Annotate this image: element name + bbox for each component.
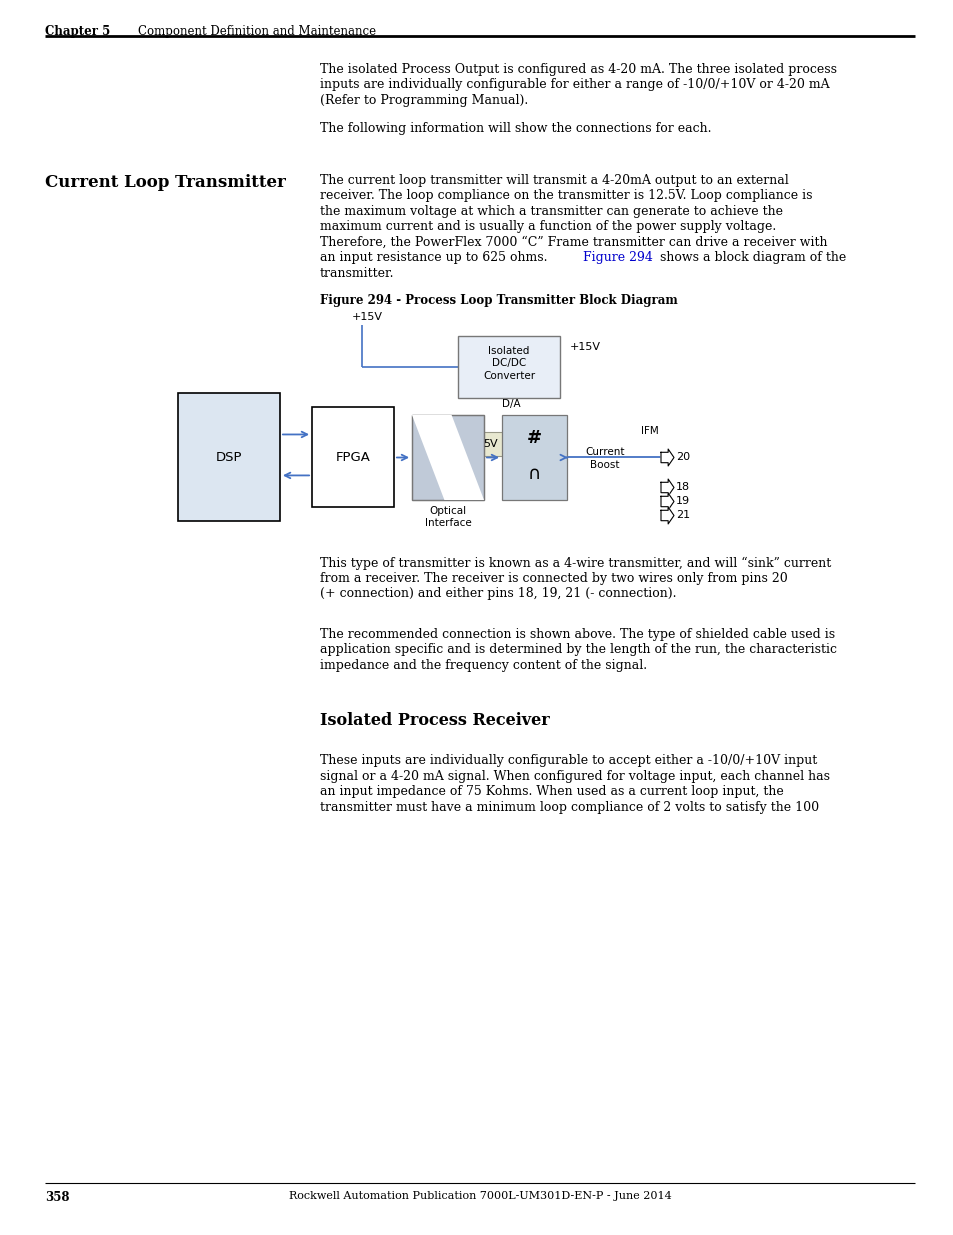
Text: 358: 358 bbox=[45, 1191, 70, 1204]
Text: 18: 18 bbox=[676, 483, 689, 493]
Text: from a receiver. The receiver is connected by two wires only from pins 20: from a receiver. The receiver is connect… bbox=[319, 572, 787, 585]
Text: Figure 294: Figure 294 bbox=[582, 252, 652, 264]
Text: 21: 21 bbox=[676, 510, 689, 520]
Text: The isolated Process Output is configured as 4-20 mA. The three isolated process: The isolated Process Output is configure… bbox=[319, 63, 836, 77]
Text: These inputs are individually configurable to accept either a -10/0/+10V input: These inputs are individually configurab… bbox=[319, 755, 817, 767]
Text: maximum current and is usually a function of the power supply voltage.: maximum current and is usually a functio… bbox=[319, 221, 776, 233]
Text: FPGA: FPGA bbox=[335, 451, 370, 464]
Bar bbox=[312, 408, 394, 508]
Text: Figure 294 - Process Loop Transmitter Block Diagram: Figure 294 - Process Loop Transmitter Bl… bbox=[319, 294, 677, 308]
Text: The recommended connection is shown above. The type of shielded cable used is: The recommended connection is shown abov… bbox=[319, 629, 834, 641]
Text: Current
Boost: Current Boost bbox=[584, 447, 624, 469]
Text: the maximum voltage at which a transmitter can generate to achieve the: the maximum voltage at which a transmitt… bbox=[319, 205, 782, 219]
Text: (Refer to Programming Manual).: (Refer to Programming Manual). bbox=[319, 94, 528, 107]
Text: 20: 20 bbox=[676, 452, 689, 462]
Bar bbox=[412, 415, 483, 500]
Text: an input resistance up to 625 ohms.: an input resistance up to 625 ohms. bbox=[319, 252, 551, 264]
Text: Chapter 5: Chapter 5 bbox=[45, 25, 111, 38]
Text: Current Loop Transmitter: Current Loop Transmitter bbox=[45, 174, 286, 191]
Text: This type of transmitter is known as a 4-wire transmitter, and will “sink” curre: This type of transmitter is known as a 4… bbox=[319, 557, 830, 569]
Text: shows a block diagram of the: shows a block diagram of the bbox=[655, 252, 845, 264]
Text: Component Definition and Maintenance: Component Definition and Maintenance bbox=[138, 25, 375, 38]
Bar bbox=[457, 336, 559, 399]
Text: Optical
Interface: Optical Interface bbox=[424, 506, 471, 529]
Text: Therefore, the PowerFlex 7000 “C” Frame transmitter can drive a receiver with: Therefore, the PowerFlex 7000 “C” Frame … bbox=[319, 236, 826, 249]
Text: D/A: D/A bbox=[501, 399, 520, 409]
Text: The following information will show the connections for each.: The following information will show the … bbox=[319, 122, 711, 135]
Bar bbox=[412, 415, 483, 500]
Text: #: # bbox=[526, 429, 541, 447]
Text: +15V: +15V bbox=[352, 312, 382, 322]
Polygon shape bbox=[412, 415, 483, 500]
Text: IFM: IFM bbox=[640, 426, 659, 436]
Polygon shape bbox=[660, 450, 673, 466]
Text: DSP: DSP bbox=[215, 451, 242, 464]
Bar bbox=[468, 432, 512, 457]
Bar bbox=[501, 415, 566, 500]
Text: signal or a 4-20 mA signal. When configured for voltage input, each channel has: signal or a 4-20 mA signal. When configu… bbox=[319, 769, 829, 783]
Polygon shape bbox=[660, 493, 673, 510]
Text: Isolated Process Receiver: Isolated Process Receiver bbox=[319, 713, 549, 730]
Text: transmitter.: transmitter. bbox=[319, 267, 395, 280]
Text: transmitter must have a minimum loop compliance of 2 volts to satisfy the 100: transmitter must have a minimum loop com… bbox=[319, 802, 819, 814]
Text: impedance and the frequency content of the signal.: impedance and the frequency content of t… bbox=[319, 659, 646, 672]
Text: receiver. The loop compliance on the transmitter is 12.5V. Loop compliance is: receiver. The loop compliance on the tra… bbox=[319, 189, 812, 203]
Text: application specific and is determined by the length of the run, the characteris: application specific and is determined b… bbox=[319, 643, 836, 657]
Text: inputs are individually configurable for either a range of -10/0/+10V or 4-20 mA: inputs are individually configurable for… bbox=[319, 79, 829, 91]
Text: The current loop transmitter will transmit a 4-20mA output to an external: The current loop transmitter will transm… bbox=[319, 174, 788, 186]
Polygon shape bbox=[660, 508, 673, 524]
Text: ∩: ∩ bbox=[527, 466, 540, 483]
Text: Isolated
DC/DC
Converter: Isolated DC/DC Converter bbox=[482, 346, 535, 380]
Text: +15V: +15V bbox=[569, 342, 600, 352]
Bar bbox=[178, 394, 280, 521]
Text: Rockwell Automation Publication 7000L-UM301D-EN-P - June 2014: Rockwell Automation Publication 7000L-UM… bbox=[289, 1191, 671, 1200]
Text: 5V: 5V bbox=[482, 440, 497, 450]
Text: (+ connection) and either pins 18, 19, 21 (- connection).: (+ connection) and either pins 18, 19, 2… bbox=[319, 588, 676, 600]
Text: an input impedance of 75 Kohms. When used as a current loop input, the: an input impedance of 75 Kohms. When use… bbox=[319, 785, 783, 799]
Polygon shape bbox=[660, 479, 673, 496]
Text: 19: 19 bbox=[676, 496, 689, 506]
